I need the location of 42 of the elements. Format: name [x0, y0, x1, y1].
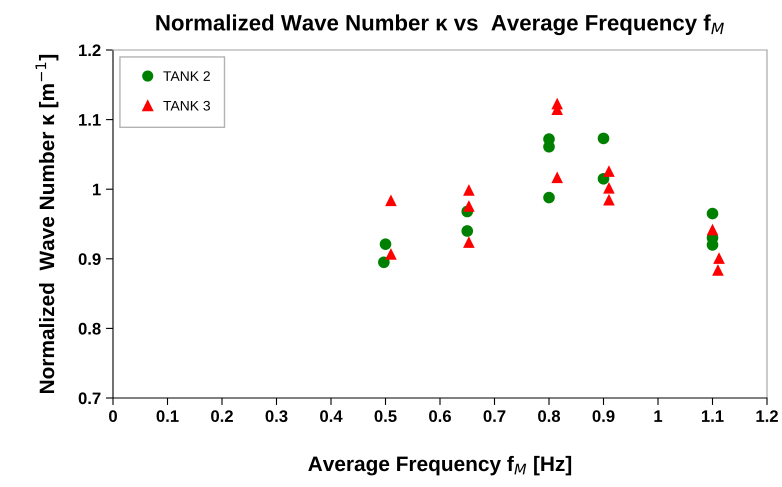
point — [378, 256, 390, 268]
legend-label: TANK 3 — [163, 100, 210, 111]
point — [543, 192, 555, 204]
x-tick-label: 1.1 — [702, 410, 724, 422]
y-tick-label: 0.8 — [78, 322, 101, 335]
point — [603, 182, 615, 194]
x-tick-label: 0.5 — [374, 410, 397, 422]
point — [603, 165, 615, 177]
point — [461, 225, 474, 237]
point — [380, 238, 392, 250]
point — [385, 248, 397, 260]
y-tick-label: 1 — [92, 184, 101, 196]
x-tick-label: 0.2 — [211, 410, 233, 422]
x-axis-title: Average Frequency f$_{M}$ [Hz] — [308, 456, 572, 476]
legend-label: TANK 2 — [163, 71, 210, 81]
point — [551, 172, 563, 184]
x-tick-label: 0.4 — [320, 410, 342, 422]
x-tick-label: 0.8 — [538, 410, 560, 422]
x-tick-label: 0.3 — [266, 410, 288, 422]
x-tick-label: 0.9 — [592, 410, 614, 422]
point — [598, 132, 610, 144]
y-tick-label: 0.7 — [78, 392, 100, 404]
x-tick-label: 0.1 — [156, 410, 179, 422]
y-tick-label: 1.1 — [79, 114, 101, 126]
point — [706, 208, 718, 220]
point — [463, 236, 475, 248]
x-tick-label: 0.6 — [429, 410, 451, 422]
point — [713, 252, 725, 264]
point — [463, 200, 475, 212]
x-tick-label: 0.7 — [484, 410, 506, 422]
point — [712, 264, 724, 276]
point — [603, 194, 615, 206]
point — [385, 194, 397, 206]
y-axis-title: Normalized Wave Number κ [m$^{−1}$] — [35, 54, 58, 394]
point — [463, 184, 475, 196]
point — [706, 224, 718, 236]
y-tick-label: 1.2 — [79, 44, 101, 56]
x-tick-label: 1 — [654, 410, 662, 422]
y-tick-label: 0.9 — [78, 253, 101, 266]
x-tick-label: 1.2 — [756, 410, 778, 422]
x-tick-label: 0 — [109, 410, 117, 422]
chart-title: Normalized Wave Number κ vs Average Frequency f$_{M}$ — [156, 14, 724, 36]
